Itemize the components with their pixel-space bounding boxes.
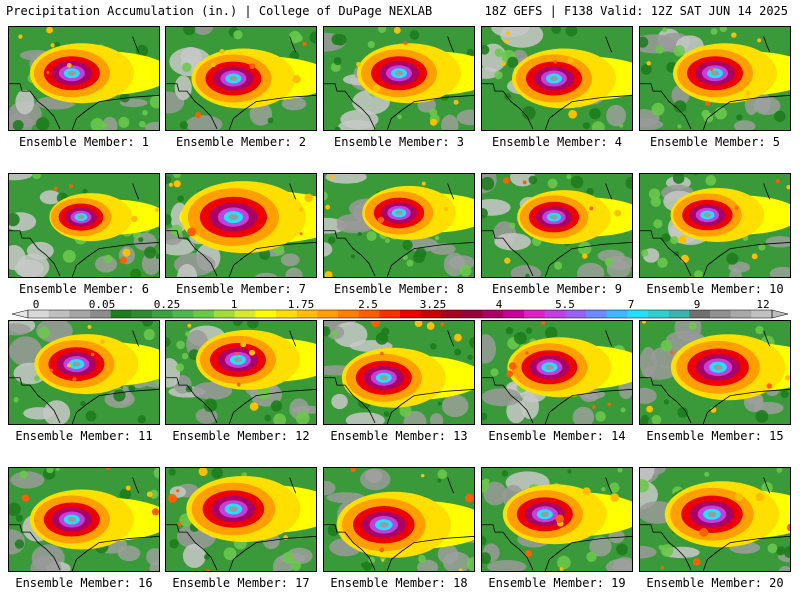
ensemble-member-label: Ensemble Member: 11 bbox=[15, 429, 153, 443]
colorbar-swatch bbox=[689, 310, 711, 318]
colorbar-swatch bbox=[648, 310, 669, 318]
colorbar-swatch bbox=[296, 310, 318, 318]
colorbar-swatch bbox=[338, 310, 359, 318]
ensemble-member-map-9 bbox=[481, 173, 633, 278]
colorbar-swatch bbox=[668, 310, 690, 318]
ensemble-member-map-15 bbox=[639, 320, 791, 425]
colorbar-tick-label: 0.05 bbox=[88, 298, 116, 311]
ensemble-member-label: Ensemble Member: 3 bbox=[333, 135, 465, 149]
run-valid-time: 18Z GEFS | F138 Valid: 12Z SAT JUN 14 20… bbox=[484, 4, 788, 18]
colorbar-swatch bbox=[751, 310, 773, 318]
colorbar-tick-label: 5.5 bbox=[555, 298, 575, 311]
ensemble-member-label: Ensemble Member: 15 bbox=[646, 429, 784, 443]
colorbar-swatch bbox=[69, 310, 91, 318]
ensemble-member-map-13 bbox=[323, 320, 475, 425]
ensemble-member-map-5 bbox=[639, 26, 791, 131]
ensemble-member-label: Ensemble Member: 16 bbox=[15, 576, 153, 590]
ensemble-member-label: Ensemble Member: 4 bbox=[491, 135, 623, 149]
colorbar-swatch bbox=[358, 310, 380, 318]
colorbar-tick-label: 0.25 bbox=[153, 298, 181, 311]
colorbar-tick-label: 2.5 bbox=[358, 298, 378, 311]
ensemble-member-label: Ensemble Member: 14 bbox=[488, 429, 626, 443]
ensemble-member-map-17 bbox=[165, 467, 317, 572]
colorbar-swatch bbox=[710, 310, 731, 318]
colorbar-swatch bbox=[234, 310, 256, 318]
colorbar-swatch bbox=[627, 310, 649, 318]
ensemble-member-label: Ensemble Member: 18 bbox=[330, 576, 468, 590]
ensemble-member-label: Ensemble Member: 7 bbox=[175, 282, 307, 296]
ensemble-member-map-2 bbox=[165, 26, 317, 131]
colorbar-tick-label: 1.75 bbox=[287, 298, 315, 311]
ensemble-member-label: Ensemble Member: 19 bbox=[488, 576, 626, 590]
colorbar-swatch bbox=[482, 310, 504, 318]
colorbar-swatch bbox=[606, 310, 628, 318]
ensemble-member-label: Ensemble Member: 6 bbox=[18, 282, 150, 296]
colorbar-swatch bbox=[586, 310, 607, 318]
colorbar-tick-label: 3.25 bbox=[419, 298, 447, 311]
colorbar-swatch bbox=[193, 310, 215, 318]
ensemble-member-label: Ensemble Member: 10 bbox=[646, 282, 784, 296]
ensemble-member-map-18 bbox=[323, 467, 475, 572]
colorbar-swatch bbox=[317, 310, 339, 318]
ensemble-member-map-19 bbox=[481, 467, 633, 572]
colorbar-swatch bbox=[420, 310, 442, 318]
colorbar-swatch bbox=[214, 310, 235, 318]
ensemble-member-label: Ensemble Member: 1 bbox=[18, 135, 150, 149]
colorbar-swatch bbox=[400, 310, 421, 318]
colorbar-swatch bbox=[524, 310, 545, 318]
ensemble-member-map-6 bbox=[8, 173, 160, 278]
colorbar-swatch bbox=[544, 310, 566, 318]
ensemble-member-map-14 bbox=[481, 320, 633, 425]
ensemble-member-label: Ensemble Member: 5 bbox=[649, 135, 781, 149]
colorbar-swatch bbox=[28, 310, 49, 318]
precip-colorbar bbox=[11, 309, 789, 319]
colorbar-tick-label: 4 bbox=[495, 298, 503, 311]
colorbar-tick-label: 7 bbox=[627, 298, 635, 311]
ensemble-member-label: Ensemble Member: 8 bbox=[333, 282, 465, 296]
colorbar-swatch bbox=[255, 310, 277, 318]
colorbar-swatch bbox=[90, 310, 111, 318]
colorbar-swatch bbox=[565, 310, 587, 318]
colorbar-swatch bbox=[172, 310, 194, 318]
colorbar-swatch bbox=[110, 310, 132, 318]
ensemble-member-map-3 bbox=[323, 26, 475, 131]
ensemble-member-label: Ensemble Member: 12 bbox=[172, 429, 310, 443]
ensemble-member-map-11 bbox=[8, 320, 160, 425]
colorbar-tick-label: 1 bbox=[230, 298, 238, 311]
colorbar-swatch bbox=[503, 310, 525, 318]
colorbar-tick-label: 9 bbox=[693, 298, 701, 311]
colorbar-swatch bbox=[276, 310, 297, 318]
colorbar-swatch bbox=[131, 310, 153, 318]
ensemble-member-map-4 bbox=[481, 26, 633, 131]
ensemble-member-map-20 bbox=[639, 467, 791, 572]
colorbar-swatch bbox=[462, 310, 483, 318]
ensemble-member-label: Ensemble Member: 13 bbox=[330, 429, 468, 443]
ensemble-member-label: Ensemble Member: 9 bbox=[491, 282, 623, 296]
ensemble-member-map-10 bbox=[639, 173, 791, 278]
colorbar-swatch bbox=[152, 310, 173, 318]
colorbar-swatch bbox=[441, 310, 463, 318]
colorbar-tick-label: 12 bbox=[756, 298, 770, 311]
colorbar-swatch bbox=[730, 310, 752, 318]
ensemble-member-map-7 bbox=[165, 173, 317, 278]
ensemble-member-label: Ensemble Member: 17 bbox=[172, 576, 310, 590]
ensemble-member-map-12 bbox=[165, 320, 317, 425]
product-title: Precipitation Accumulation (in.) | Colle… bbox=[6, 4, 433, 18]
colorbar-swatch bbox=[379, 310, 401, 318]
colorbar-swatch bbox=[48, 310, 70, 318]
ensemble-member-map-16 bbox=[8, 467, 160, 572]
ensemble-member-label: Ensemble Member: 20 bbox=[646, 576, 784, 590]
ensemble-member-map-8 bbox=[323, 173, 475, 278]
ensemble-member-label: Ensemble Member: 2 bbox=[175, 135, 307, 149]
ensemble-member-map-1 bbox=[8, 26, 160, 131]
colorbar-tick-label: 0 bbox=[32, 298, 40, 311]
